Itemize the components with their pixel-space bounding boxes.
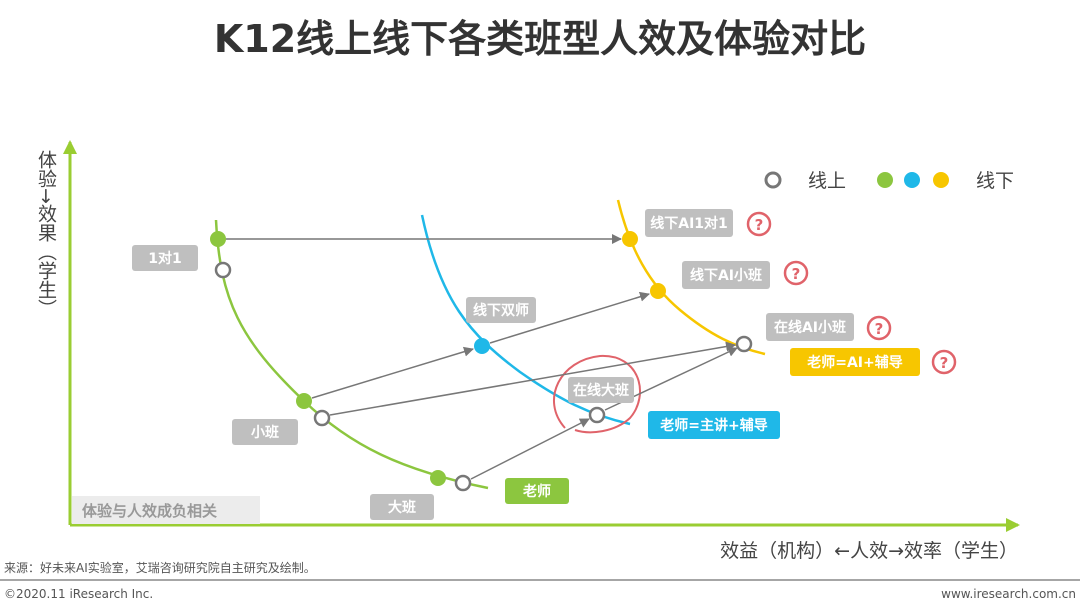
y-axis-label: 体验→效果（学生） <box>35 150 57 318</box>
question-icon: ? <box>931 349 957 375</box>
label-dual-teacher: 线下双师 <box>466 297 536 323</box>
website-link[interactable]: www.iresearch.com.cn <box>941 587 1076 601</box>
svg-text:大班: 大班 <box>388 499 416 516</box>
source-text: 来源：好未来AI实验室，艾瑞咨询研究院自主研究及绘制。 <box>4 560 316 575</box>
question-icon: ? <box>783 260 809 286</box>
arrow-small-to-onlineai <box>329 341 736 416</box>
svg-text:小班: 小班 <box>251 424 279 441</box>
svg-text:线下AI小班: 线下AI小班 <box>690 267 762 284</box>
label-1on1: 1对1 <box>132 245 198 271</box>
svg-text:?: ? <box>755 216 764 234</box>
arrow-small-to-dual <box>311 346 474 399</box>
legend-online-marker <box>764 171 782 189</box>
point-online-small <box>313 409 331 427</box>
legend-offline-label: 线下 <box>976 170 1014 192</box>
label-online-ai-small: 在线AI小班 <box>766 313 854 341</box>
legend-blue-marker <box>904 172 920 188</box>
legend-green-marker <box>877 172 893 188</box>
label-teacher-yellow: 老师=AI+辅导 <box>790 348 920 376</box>
point-online-large <box>588 406 606 424</box>
arrow-large-to-onlinelarge <box>470 418 590 480</box>
arrow-dual-to-aismall <box>489 291 650 344</box>
highlight-circle <box>553 354 641 434</box>
svg-text:老师=AI+辅导: 老师=AI+辅导 <box>807 354 903 371</box>
legend-online-label: 线上 <box>808 170 846 192</box>
svg-text:在线大班: 在线大班 <box>573 382 629 399</box>
svg-text:1对1: 1对1 <box>148 250 181 267</box>
legend-yellow-marker <box>933 172 949 188</box>
svg-text:?: ? <box>875 320 884 338</box>
svg-text:线下双师: 线下双师 <box>473 302 529 319</box>
label-ai-small: 线下AI小班 <box>682 261 770 289</box>
label-ai-1on1: 线下AI1对1 <box>645 209 733 237</box>
question-icon: ? <box>866 315 892 341</box>
x-axis-label: 效益（机构）←人效→效率（学生） <box>720 540 1018 562</box>
svg-text:老师=主讲+辅导: 老师=主讲+辅导 <box>660 417 767 434</box>
question-icon: ? <box>746 211 772 237</box>
svg-text:在线AI小班: 在线AI小班 <box>774 319 846 336</box>
svg-text:?: ? <box>940 354 949 372</box>
copyright-text: ©2020.11 iResearch Inc. <box>4 587 153 601</box>
point-dual-teacher <box>474 338 490 354</box>
point-offline-1on1 <box>210 231 226 247</box>
label-teacher-green: 老师 <box>505 478 569 504</box>
label-teacher-blue: 老师=主讲+辅导 <box>648 411 780 439</box>
label-online-large: 在线大班 <box>568 377 634 403</box>
svg-text:线下AI1对1: 线下AI1对1 <box>650 215 728 232</box>
point-online-ai-small <box>735 335 753 353</box>
note-box <box>72 496 260 524</box>
point-online-1on1 <box>214 261 232 279</box>
arrows <box>226 234 738 480</box>
page-title: K12线上线下各类班型人效及体验对比 <box>214 17 866 61</box>
point-ai-1on1 <box>622 231 638 247</box>
svg-text:老师: 老师 <box>523 483 551 500</box>
point-offline-small <box>296 393 312 409</box>
point-online-large-green <box>454 474 472 492</box>
point-offline-large <box>430 470 446 486</box>
label-large-class: 大班 <box>370 494 434 520</box>
green-curve <box>214 219 489 490</box>
point-ai-small <box>650 283 666 299</box>
note-text: 体验与人效成负相关 <box>82 502 217 520</box>
svg-text:?: ? <box>792 265 801 283</box>
label-small-class: 小班 <box>232 419 298 445</box>
